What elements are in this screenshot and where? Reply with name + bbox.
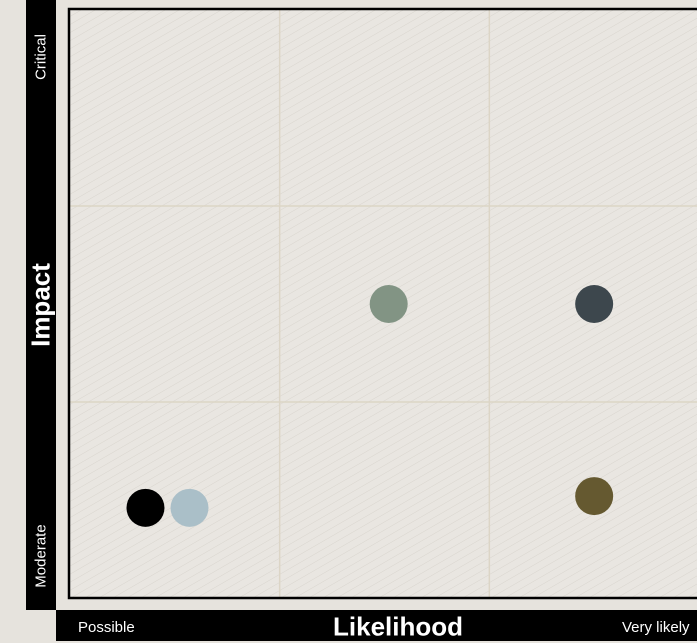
grid-lines (70, 10, 697, 598)
x-tick-label-possible: Possible (78, 619, 135, 636)
data-point-3 (369, 285, 408, 323)
x-axis-title: Likelihood (333, 611, 463, 642)
y-tick-label-moderate: Moderate (32, 524, 50, 588)
risk-matrix-plot (67, 7, 697, 600)
data-points (126, 285, 614, 527)
data-point-5 (575, 477, 614, 516)
y-tick-label-critical: Critical (32, 34, 50, 80)
y-axis-title: Impact (25, 263, 56, 347)
data-point-1 (126, 488, 165, 527)
data-point-4 (575, 285, 614, 323)
x-axis-band (56, 610, 697, 641)
plot-frame (67, 7, 697, 600)
x-tick-label-very-likely: Very likely (622, 619, 690, 636)
y-axis-band (26, 0, 56, 610)
data-point-2 (170, 488, 209, 527)
